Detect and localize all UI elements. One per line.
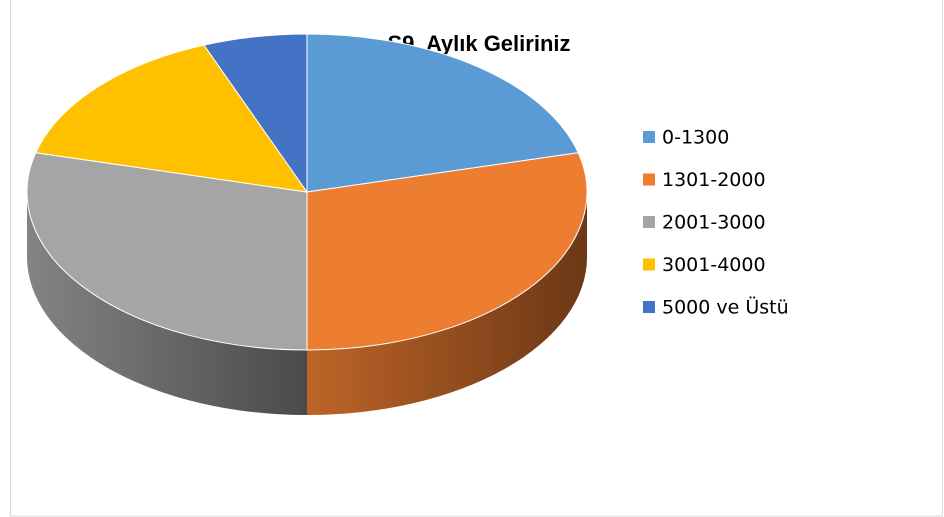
legend-swatch xyxy=(643,301,655,313)
pie-slice xyxy=(203,33,308,194)
legend-label: 0-1300 xyxy=(662,127,729,149)
legend-label: 5000 ve Üstü xyxy=(662,296,789,319)
pie-slice xyxy=(26,152,308,351)
pie-slice xyxy=(35,44,309,193)
pie-slice xyxy=(306,152,588,351)
legend: 0-1300 1301-2000 2001-3000 3001-4000 5000 ve… xyxy=(643,127,789,319)
legend-label: 1301-2000 xyxy=(662,169,766,191)
legend-swatch xyxy=(643,258,655,271)
pie-slice xyxy=(306,33,579,193)
side-face xyxy=(307,192,587,415)
legend-label: 3001-4000 xyxy=(662,254,766,276)
legend-swatch xyxy=(643,131,655,143)
pie-sides xyxy=(27,192,587,415)
slice-side xyxy=(27,192,307,415)
slice-side xyxy=(307,192,587,415)
legend-label: 2001-3000 xyxy=(662,212,766,234)
legend-swatch xyxy=(643,173,655,186)
legend-swatch xyxy=(643,216,655,228)
side-face xyxy=(27,192,307,415)
pie-tops xyxy=(26,33,588,351)
